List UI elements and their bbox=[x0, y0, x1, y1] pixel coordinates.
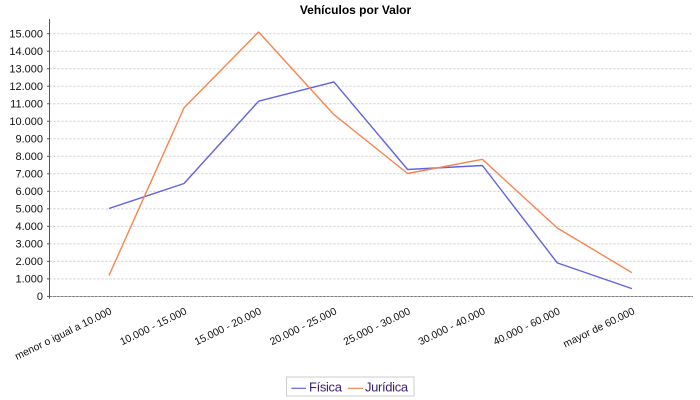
svg-text:12.000: 12.000 bbox=[9, 81, 43, 93]
svg-text:7.000: 7.000 bbox=[15, 169, 43, 181]
svg-text:Física: Física bbox=[309, 379, 343, 394]
svg-text:11.000: 11.000 bbox=[10, 99, 43, 111]
svg-text:8.000: 8.000 bbox=[15, 151, 43, 163]
svg-text:13.000: 13.000 bbox=[9, 64, 43, 76]
svg-text:1.000: 1.000 bbox=[15, 274, 43, 286]
svg-text:9.000: 9.000 bbox=[15, 134, 43, 146]
svg-text:5.000: 5.000 bbox=[15, 204, 43, 216]
svg-text:6.000: 6.000 bbox=[15, 186, 43, 198]
svg-text:0: 0 bbox=[37, 291, 43, 303]
svg-text:15.000: 15.000 bbox=[9, 29, 43, 41]
svg-text:Vehículos por Valor: Vehículos por Valor bbox=[300, 3, 412, 17]
svg-text:4.000: 4.000 bbox=[15, 221, 43, 233]
svg-text:14.000: 14.000 bbox=[9, 46, 43, 58]
svg-text:3.000: 3.000 bbox=[15, 239, 43, 251]
svg-text:Jurídica: Jurídica bbox=[365, 379, 409, 394]
svg-text:2.000: 2.000 bbox=[15, 256, 43, 268]
svg-text:10.000: 10.000 bbox=[9, 116, 43, 128]
